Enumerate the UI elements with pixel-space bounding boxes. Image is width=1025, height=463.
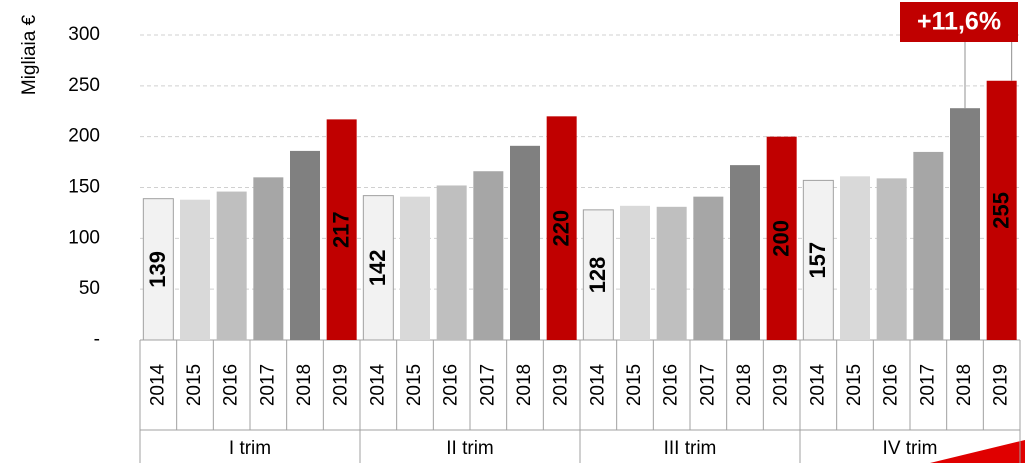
x-tick-label: 2015 (184, 364, 205, 406)
y-tick-label: 200 (68, 126, 100, 147)
x-tick-label: 2018 (734, 364, 755, 406)
x-tick-label: 2019 (771, 364, 792, 406)
x-tick-label: 2019 (551, 364, 572, 406)
x-tick-label: 2015 (624, 364, 645, 406)
data-label: 217 (328, 211, 353, 248)
x-tick-label: 2018 (294, 364, 315, 406)
x-tick-label: 2014 (807, 363, 828, 406)
x-tick-label: 2016 (441, 364, 462, 406)
bar (693, 196, 724, 340)
data-label: 220 (548, 210, 573, 247)
bar (620, 205, 650, 340)
y-axis-label: Migliaia € (19, 14, 40, 95)
y-tick-label: 250 (68, 75, 100, 96)
bar (950, 108, 980, 340)
x-tick-label: 2016 (221, 364, 242, 406)
x-group-label: IV trim (883, 438, 938, 459)
bar (436, 185, 467, 340)
x-tick-label: 2015 (844, 364, 865, 406)
x-tick-label: 2016 (881, 364, 902, 406)
y-tick-label: 100 (68, 227, 100, 248)
x-group-label: I trim (229, 438, 271, 459)
bar (180, 199, 210, 340)
bar (730, 165, 760, 340)
x-tick-label: 2019 (991, 364, 1012, 406)
bar (290, 150, 320, 340)
bar (582, 209, 614, 341)
x-tick-label: 2014 (367, 363, 388, 406)
bar (253, 177, 284, 340)
bar (802, 179, 834, 341)
data-label: 128 (585, 257, 610, 294)
bar (656, 206, 687, 340)
bar (326, 119, 357, 340)
bar (546, 116, 577, 340)
data-label: 139 (145, 251, 170, 288)
x-tick-label: 2014 (147, 363, 168, 406)
bar (986, 80, 1017, 340)
y-tick-label: - (94, 329, 100, 350)
x-tick-label: 2019 (331, 364, 352, 406)
x-group-label: III trim (664, 438, 717, 459)
x-tick-label: 2015 (404, 364, 425, 406)
x-tick-label: 2014 (587, 363, 608, 406)
bar (362, 195, 394, 341)
x-tick-label: 2017 (477, 364, 498, 406)
data-label: 255 (988, 192, 1013, 229)
x-tick-label: 2016 (661, 364, 682, 406)
bar (913, 151, 944, 340)
bar (840, 176, 870, 340)
bar (473, 171, 504, 340)
y-tick-label: 50 (79, 278, 100, 299)
annotation-box (900, 2, 1018, 42)
x-tick-label: 2018 (954, 364, 975, 406)
bar (766, 136, 797, 340)
bar (216, 191, 247, 340)
x-tick-label: 2018 (514, 364, 535, 406)
y-tick-label: 150 (68, 177, 100, 198)
x-tick-label: 2017 (917, 364, 938, 406)
data-label: 200 (768, 220, 793, 257)
y-tick-label: 300 (68, 24, 100, 45)
data-label: 157 (805, 242, 830, 279)
bar (142, 198, 174, 341)
bar (876, 178, 907, 340)
data-label: 142 (365, 249, 390, 286)
x-tick-label: 2017 (257, 364, 278, 406)
decoration (930, 440, 1025, 463)
x-tick-label: 2017 (697, 364, 718, 406)
bar (510, 145, 540, 340)
bar (400, 196, 430, 340)
annotation: +11,6% (917, 8, 1001, 36)
x-group-label: II trim (446, 438, 494, 459)
